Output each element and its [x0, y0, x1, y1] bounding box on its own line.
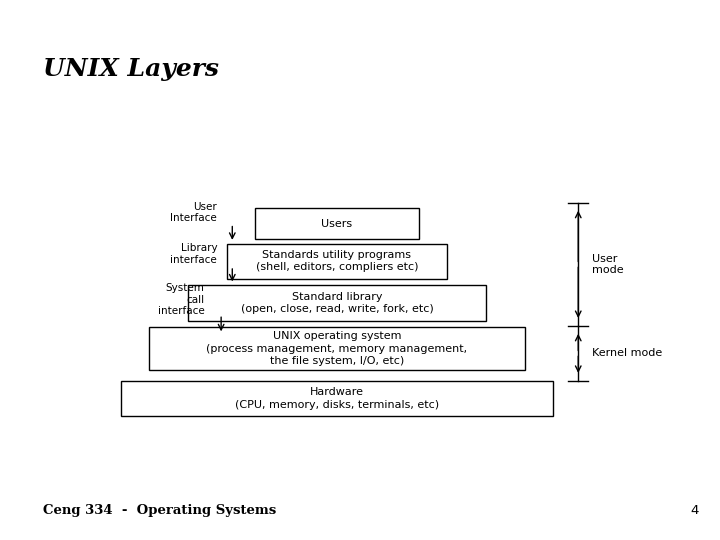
Bar	[227, 244, 447, 279]
Text: Standards utility programs
(shell, editors, compliers etc): Standards utility programs (shell, edito…	[256, 250, 418, 273]
Bar	[255, 208, 419, 239]
Text: System
call
interface: System call interface	[158, 283, 204, 316]
Bar	[188, 285, 486, 321]
Bar	[148, 327, 526, 370]
Text: Kernel mode: Kernel mode	[593, 348, 662, 359]
Text: Standard library
(open, close, read, write, fork, etc): Standard library (open, close, read, wri…	[240, 292, 433, 314]
Text: Hardware
(CPU, memory, disks, terminals, etc): Hardware (CPU, memory, disks, terminals,…	[235, 387, 439, 410]
Bar	[121, 381, 553, 416]
Text: Ceng 334  -  Operating Systems: Ceng 334 - Operating Systems	[43, 504, 276, 517]
Text: 4: 4	[690, 504, 698, 517]
Text: User
Interface: User Interface	[171, 201, 217, 223]
Text: UNIX operating system
(process management, memory management,
the file system, I: UNIX operating system (process managemen…	[207, 331, 467, 366]
Text: UNIX Layers: UNIX Layers	[43, 57, 219, 80]
Text: Users: Users	[321, 219, 353, 229]
Text: Library
interface: Library interface	[171, 243, 217, 265]
Text: User
mode: User mode	[593, 254, 624, 275]
